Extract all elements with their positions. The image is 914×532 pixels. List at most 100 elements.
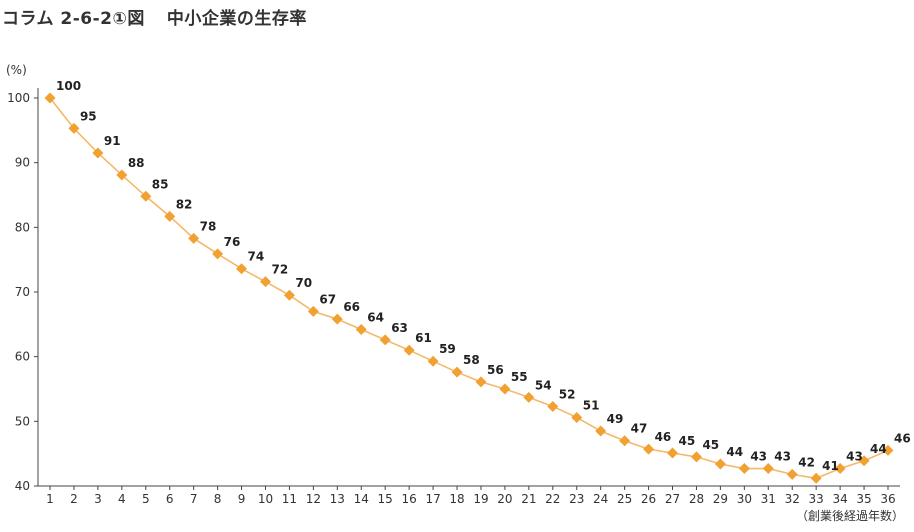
x-tick-label: 7	[190, 492, 198, 506]
x-tick-label: 29	[713, 492, 728, 506]
y-tick-label: 100	[7, 91, 30, 105]
data-point	[140, 190, 152, 202]
data-label: 76	[224, 235, 241, 249]
data-label: 44	[870, 442, 887, 456]
data-label: 56	[487, 363, 504, 377]
data-point	[499, 383, 511, 395]
data-point	[331, 313, 343, 325]
data-label: 58	[463, 353, 480, 367]
data-label: 45	[679, 434, 696, 448]
x-tick-label: 30	[737, 492, 752, 506]
y-tick-label: 70	[15, 285, 30, 299]
x-tick-label: 1	[46, 492, 54, 506]
x-tick-label: 16	[402, 492, 417, 506]
data-point	[403, 344, 415, 356]
x-tick-label: 20	[497, 492, 512, 506]
data-label: 91	[104, 134, 121, 148]
x-tick-label: 11	[282, 492, 297, 506]
data-label: 88	[128, 156, 145, 170]
data-label: 61	[415, 331, 432, 345]
x-tick-label: 3	[94, 492, 102, 506]
figure-number: コラム 2-6-2①図	[2, 9, 145, 29]
data-label: 52	[559, 387, 576, 401]
y-tick-label: 40	[15, 479, 30, 493]
x-tick-label: 12	[306, 492, 321, 506]
data-point	[68, 122, 80, 134]
x-tick-label: 33	[809, 492, 824, 506]
data-point	[667, 447, 679, 459]
data-point	[164, 210, 176, 222]
data-label: 49	[607, 412, 624, 426]
data-label: 44	[726, 445, 743, 459]
data-label: 41	[822, 459, 839, 473]
x-tick-label: 32	[785, 492, 800, 506]
x-tick-label: 21	[521, 492, 536, 506]
data-point	[355, 324, 367, 336]
data-label: 66	[343, 300, 360, 314]
data-point	[619, 435, 631, 447]
data-point	[643, 443, 655, 455]
data-label: 64	[367, 311, 384, 325]
x-tick-label: 17	[425, 492, 440, 506]
data-point	[92, 147, 104, 159]
data-label: 46	[655, 430, 672, 444]
x-tick-label: 13	[330, 492, 345, 506]
data-point	[810, 472, 822, 484]
data-label: 85	[152, 177, 169, 191]
data-label: 100	[56, 79, 81, 93]
data-point	[786, 468, 798, 480]
data-point	[762, 463, 774, 475]
data-label: 63	[391, 321, 408, 335]
x-tick-label: 31	[761, 492, 776, 506]
x-tick-label: 22	[545, 492, 560, 506]
y-tick-label: 90	[15, 156, 30, 170]
data-point	[595, 425, 607, 437]
data-label: 67	[319, 292, 336, 306]
y-axis-unit-label: (%)	[6, 63, 27, 77]
data-point	[379, 334, 391, 346]
data-label: 51	[583, 398, 600, 412]
y-tick-label: 50	[15, 414, 30, 428]
data-point	[738, 463, 750, 475]
data-point	[283, 289, 295, 301]
x-tick-label: 9	[238, 492, 246, 506]
data-point	[523, 391, 535, 403]
data-labels: 100 95 91 88 85 82 78 76 74 72 70 67 66 64 63 61 59 58 56 5…	[56, 79, 911, 473]
x-tick-label: 5	[142, 492, 150, 506]
data-point	[858, 455, 870, 467]
data-label: 43	[774, 450, 791, 464]
data-label: 47	[631, 422, 648, 436]
data-label: 95	[80, 109, 97, 123]
data-label: 43	[846, 450, 863, 464]
x-tick-label: 19	[473, 492, 488, 506]
data-point	[259, 276, 271, 288]
data-point	[44, 92, 56, 104]
x-tick-label: 36	[880, 492, 895, 506]
series-line	[49, 97, 889, 480]
data-label: 74	[248, 250, 265, 264]
data-label: 78	[200, 219, 217, 233]
data-point	[116, 169, 128, 181]
series-layer	[44, 92, 894, 484]
data-label: 54	[535, 378, 552, 392]
x-tick-label: 25	[617, 492, 632, 506]
data-label: 82	[176, 197, 193, 211]
chart-title: コラム 2-6-2①図 中小企業の生存率	[2, 4, 307, 29]
x-tick-label: 8	[214, 492, 222, 506]
data-point	[571, 411, 583, 423]
data-label: 45	[702, 438, 719, 452]
data-point	[188, 232, 200, 244]
data-point	[547, 400, 559, 412]
x-tick-label: 2	[70, 492, 78, 506]
data-point	[427, 355, 439, 367]
x-tick-label: 35	[856, 492, 871, 506]
data-label: 46	[894, 431, 911, 445]
data-point	[714, 458, 726, 470]
x-tick-label: 4	[118, 492, 126, 506]
data-point	[451, 366, 463, 378]
x-tick-label: 26	[641, 492, 656, 506]
data-label: 70	[295, 276, 312, 290]
y-tick-label: 60	[15, 350, 30, 364]
x-tick-label: 10	[258, 492, 273, 506]
